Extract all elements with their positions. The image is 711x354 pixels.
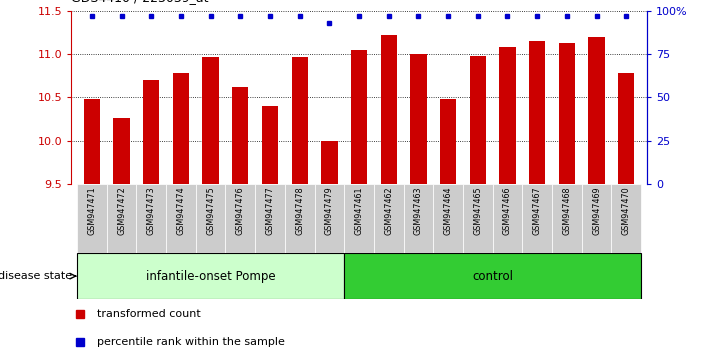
- Text: GSM947468: GSM947468: [562, 186, 572, 235]
- Bar: [321, 141, 338, 184]
- Text: transformed count: transformed count: [97, 309, 201, 320]
- Bar: [292, 57, 308, 184]
- Text: GDS4410 / 223039_at: GDS4410 / 223039_at: [71, 0, 208, 4]
- Text: infantile-onset Pompe: infantile-onset Pompe: [146, 270, 275, 282]
- Bar: [262, 106, 278, 184]
- Bar: [440, 99, 456, 184]
- Bar: [404, 184, 433, 253]
- Bar: [137, 184, 166, 253]
- Bar: [351, 50, 367, 184]
- Bar: [173, 73, 189, 184]
- Bar: [113, 118, 129, 184]
- Bar: [523, 184, 552, 253]
- Bar: [344, 253, 641, 299]
- Bar: [611, 184, 641, 253]
- Bar: [410, 54, 427, 184]
- Bar: [380, 35, 397, 184]
- Bar: [143, 80, 159, 184]
- Text: GSM947467: GSM947467: [533, 186, 542, 235]
- Text: GSM947466: GSM947466: [503, 186, 512, 235]
- Bar: [529, 41, 545, 184]
- Bar: [493, 184, 523, 253]
- Text: GSM947464: GSM947464: [444, 186, 453, 235]
- Text: GSM947476: GSM947476: [236, 186, 245, 235]
- Text: control: control: [472, 270, 513, 282]
- Bar: [499, 47, 515, 184]
- Bar: [84, 99, 100, 184]
- Bar: [618, 73, 634, 184]
- Text: GSM947475: GSM947475: [206, 186, 215, 235]
- Text: GSM947477: GSM947477: [265, 186, 274, 235]
- Bar: [225, 184, 255, 253]
- Text: GSM947470: GSM947470: [621, 186, 631, 235]
- Text: GSM947473: GSM947473: [146, 186, 156, 235]
- Text: GSM947463: GSM947463: [414, 186, 423, 235]
- Bar: [285, 184, 314, 253]
- Bar: [582, 184, 611, 253]
- Text: GSM947462: GSM947462: [384, 186, 393, 235]
- Bar: [232, 87, 248, 184]
- Bar: [203, 57, 219, 184]
- Bar: [552, 184, 582, 253]
- Text: GSM947471: GSM947471: [87, 186, 97, 235]
- Bar: [463, 184, 493, 253]
- Text: GSM947479: GSM947479: [325, 186, 334, 235]
- Text: disease state: disease state: [0, 271, 72, 281]
- Bar: [314, 184, 344, 253]
- Bar: [196, 184, 225, 253]
- Bar: [470, 56, 486, 184]
- Text: GSM947472: GSM947472: [117, 186, 126, 235]
- Bar: [433, 184, 463, 253]
- Bar: [589, 37, 605, 184]
- Text: GSM947469: GSM947469: [592, 186, 601, 235]
- Text: GSM947465: GSM947465: [474, 186, 482, 235]
- Bar: [166, 184, 196, 253]
- Text: GSM947478: GSM947478: [295, 186, 304, 235]
- Bar: [77, 184, 107, 253]
- Bar: [374, 184, 404, 253]
- Bar: [344, 184, 374, 253]
- Text: GSM947474: GSM947474: [176, 186, 186, 235]
- Bar: [107, 184, 137, 253]
- Bar: [255, 184, 285, 253]
- Bar: [559, 43, 575, 184]
- Bar: [77, 253, 344, 299]
- Text: percentile rank within the sample: percentile rank within the sample: [97, 337, 285, 347]
- Text: GSM947461: GSM947461: [355, 186, 363, 235]
